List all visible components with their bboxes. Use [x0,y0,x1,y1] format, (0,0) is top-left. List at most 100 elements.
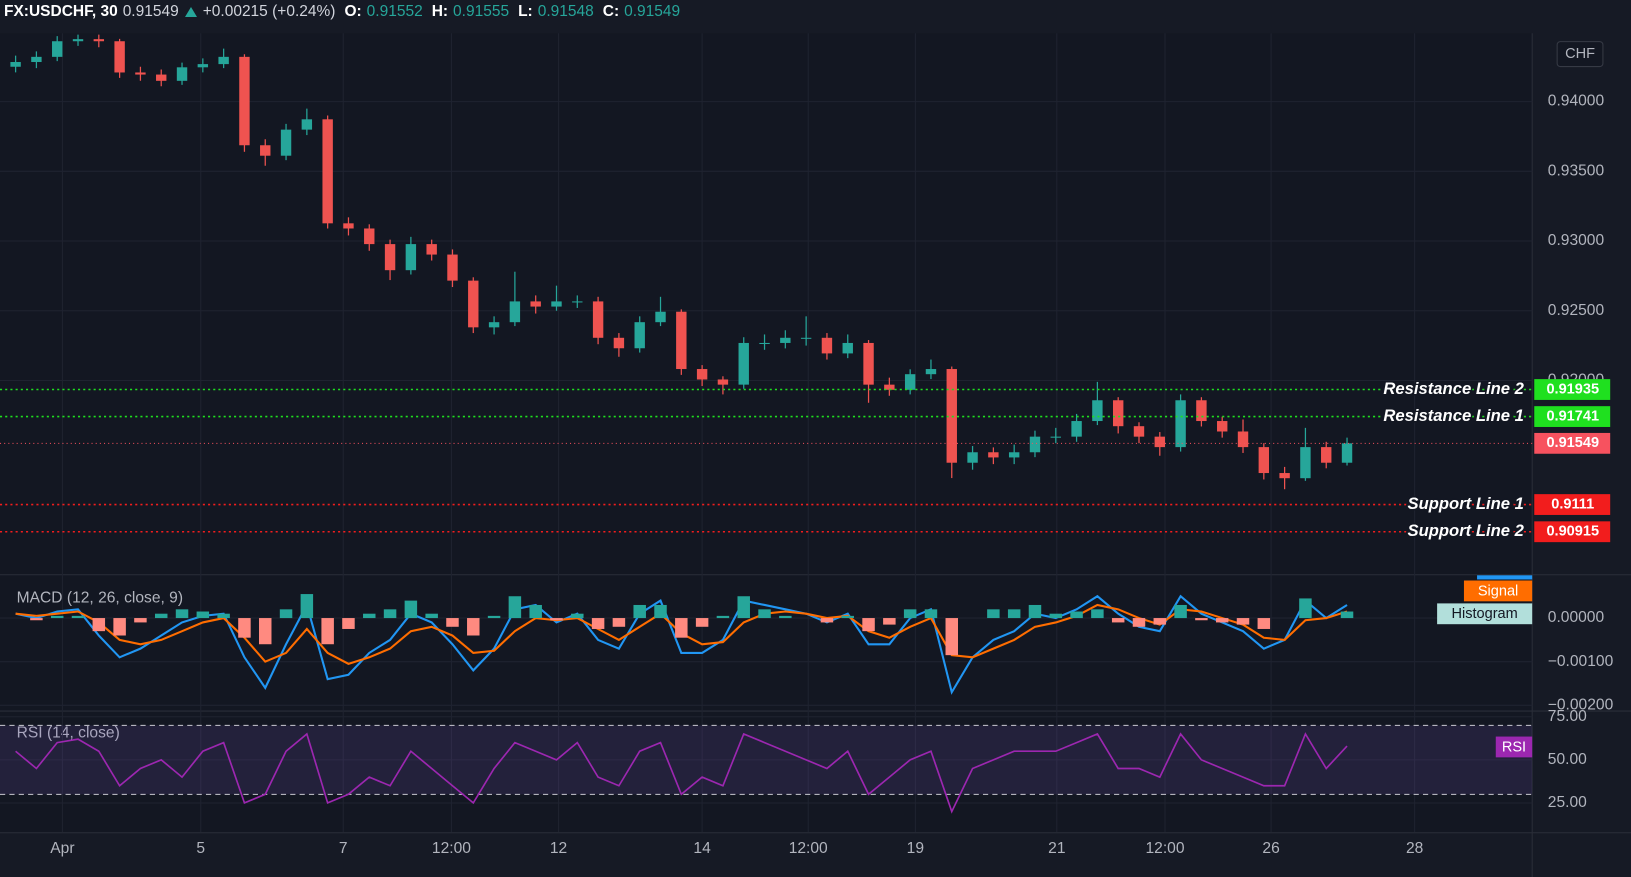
pane-title: MACD (12, 26, close, 9) [17,589,183,606]
ohlc-key: O: [344,3,362,20]
candle-body [301,119,313,130]
candle-body [1092,400,1103,422]
histogram-bar [1049,613,1063,619]
candle-body [738,342,749,385]
candle-body [1029,436,1041,453]
histogram-bar [217,613,230,619]
ohlc-key: C: [602,3,620,20]
series-tag [1463,580,1533,602]
histogram-bar [508,596,522,619]
histogram-bar [945,618,959,656]
histogram-bar [1132,618,1146,627]
histogram-bar [591,618,605,629]
candle-body [260,145,271,156]
histogram-bar [71,615,85,619]
histogram-bar [30,618,43,621]
histogram-bar [321,618,334,645]
y-tick-label: 0.93000 [1548,232,1605,249]
candle-body [696,369,708,380]
x-tick-label: 12 [550,840,567,857]
histogram-bar [550,618,563,621]
histogram-bar [883,618,896,625]
candle-body [384,244,396,271]
histogram-bar [1195,618,1208,621]
candle-body [426,244,437,255]
ohlc-value: 0.91549 [624,3,681,20]
candle-body [676,311,687,370]
histogram-bar [196,611,210,619]
candle-body [280,129,292,156]
histogram-bar [675,618,688,638]
candle-body [239,56,250,146]
series-tag [1477,575,1533,580]
series-tag [1437,603,1533,625]
candle-body [613,337,625,349]
ohlc-value: 0.91555 [453,3,510,20]
candle-body [468,280,479,328]
indicator-line [15,594,1348,695]
histogram-bar [154,613,168,619]
candle-body [634,322,645,349]
series-tag-label: RSI [1502,739,1526,755]
histogram-bar [779,615,792,619]
histogram-bar [363,613,376,619]
up-arrow [184,7,197,17]
histogram-bar [383,609,397,619]
x-tick-label: 5 [196,840,205,857]
candle-body [572,301,583,303]
candle-body [863,342,874,385]
histogram-bar [695,618,709,627]
histogram-bar [404,600,418,619]
level-box [1534,379,1611,400]
candle-body [1217,421,1228,432]
histogram-bar [1028,604,1042,619]
candle-body [52,41,63,57]
histogram-bar [1153,618,1167,625]
y-tick-label: 25.00 [1548,794,1587,811]
x-tick-label: 7 [339,840,348,857]
candle-body [405,244,417,271]
candle-body [530,301,541,307]
candle-body [72,39,84,42]
histogram-bar [259,618,272,645]
histogram-bar [633,604,646,619]
level-name: Resistance Line 1 [1383,406,1523,425]
histogram-bar [1215,618,1229,623]
histogram-bar [924,609,938,619]
ohlc-key: H: [431,3,449,20]
candle-body [800,337,812,339]
histogram-bar [1257,618,1271,629]
x-tick-label: Apr [50,840,74,857]
plot-area [0,724,1533,814]
candle-body [717,379,729,385]
candle-body [759,342,770,344]
candle-body [197,64,209,68]
level-value: 0.9111 [1551,496,1594,512]
candle-body [821,337,833,354]
histogram-bar [279,609,293,619]
histogram-bar [1070,611,1083,619]
candle-body [1279,473,1290,479]
candle-body [488,322,500,328]
y-tick-label: 0.93500 [1548,162,1605,179]
candle-body [1008,452,1020,458]
series-tag-label: Signal [1478,583,1518,599]
histogram-bar [716,615,730,619]
legend-header: FX:USDCHF, 30 0.91549 +0.00215 (+0.24%) … [4,3,680,21]
candle-body [364,228,375,245]
histogram-bar [467,618,480,636]
candle-body [1237,431,1249,448]
histogram-bar [425,613,438,619]
histogram-bar [758,609,771,619]
histogram-bar [487,615,501,619]
candle-body [988,452,999,458]
level-name: Resistance Line 2 [1383,379,1524,398]
histogram-bar [987,609,1000,619]
histogram-bar [903,609,917,619]
grid [0,33,1533,833]
y-tick-label: 0.94000 [1548,93,1605,110]
histogram-bar [612,618,626,627]
y-tick-label: −0.00100 [1548,653,1614,670]
histogram-bar [862,618,875,632]
